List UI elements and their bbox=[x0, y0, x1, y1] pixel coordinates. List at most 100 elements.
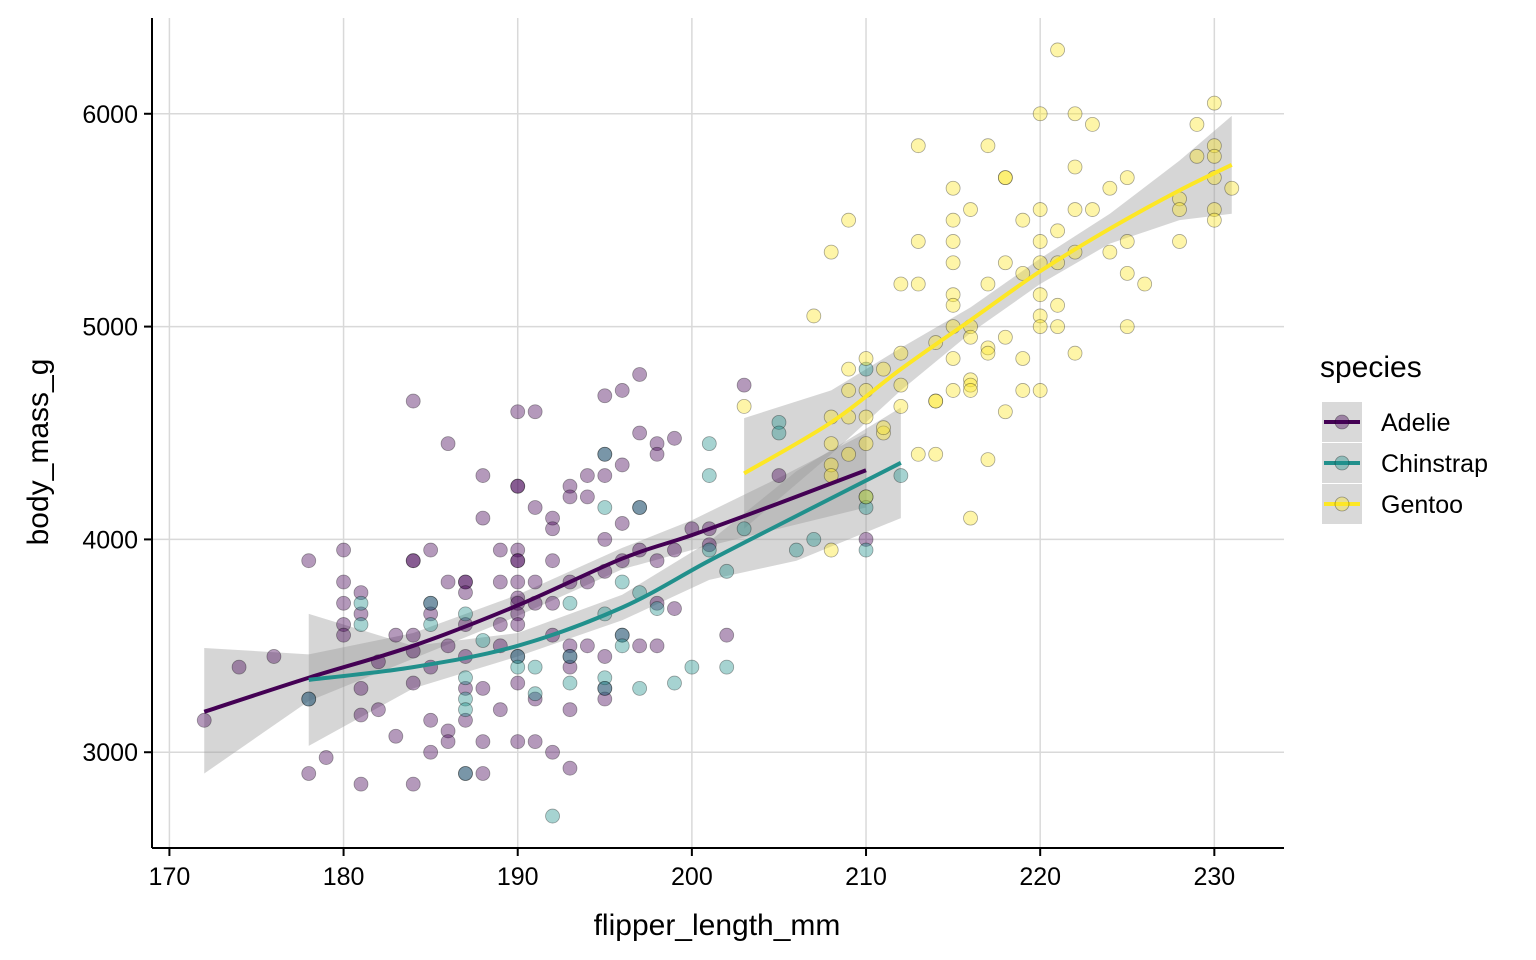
point-gentoo bbox=[928, 446, 944, 462]
point-gentoo bbox=[945, 180, 961, 196]
point-chinstrap bbox=[701, 542, 717, 558]
point-adelie bbox=[527, 734, 543, 749]
point-adelie bbox=[458, 766, 473, 781]
point-gentoo bbox=[841, 212, 857, 228]
point-adelie bbox=[562, 489, 578, 505]
point-adelie bbox=[475, 510, 491, 526]
point-gentoo bbox=[1119, 319, 1135, 334]
point-adelie bbox=[510, 553, 526, 569]
point-adelie bbox=[632, 367, 648, 382]
point-gentoo bbox=[893, 345, 909, 361]
point-gentoo bbox=[963, 372, 978, 388]
point-adelie bbox=[301, 553, 317, 569]
point-gentoo bbox=[997, 255, 1013, 271]
point-adelie bbox=[527, 500, 543, 515]
point-chinstrap bbox=[562, 675, 578, 691]
point-gentoo bbox=[980, 340, 996, 356]
point-gentoo bbox=[1015, 265, 1031, 281]
point-adelie bbox=[353, 776, 369, 792]
point-adelie bbox=[492, 702, 508, 718]
point-adelie bbox=[562, 760, 578, 776]
point-adelie bbox=[719, 627, 735, 643]
point-gentoo bbox=[1119, 265, 1135, 281]
point-gentoo bbox=[1085, 202, 1100, 217]
point-adelie bbox=[423, 712, 439, 728]
tick-labels: 170 180 190 200 210 220 230 3000 4000 5000 6000 bbox=[82, 101, 1235, 891]
point-adelie bbox=[614, 516, 630, 531]
x-tick-label: 220 bbox=[1019, 863, 1061, 891]
point-adelie bbox=[405, 553, 421, 569]
legend-items: Adelie Chinstrap Gentoo bbox=[1322, 402, 1488, 524]
point-adelie bbox=[318, 750, 334, 765]
point-adelie bbox=[196, 712, 212, 728]
point-gentoo bbox=[997, 329, 1013, 345]
point-gentoo bbox=[1206, 148, 1222, 164]
point-adelie bbox=[353, 606, 369, 622]
point-adelie bbox=[701, 537, 717, 553]
point-adelie bbox=[440, 723, 456, 739]
point-gentoo bbox=[1067, 159, 1083, 175]
point-gentoo bbox=[980, 138, 996, 154]
point-adelie bbox=[510, 478, 526, 494]
point-adelie bbox=[301, 691, 317, 707]
legend-key-point bbox=[1334, 414, 1350, 430]
point-adelie bbox=[405, 627, 421, 643]
point-adelie bbox=[614, 457, 630, 473]
point-adelie bbox=[458, 712, 473, 728]
point-chinstrap bbox=[597, 500, 613, 515]
point-adelie bbox=[562, 478, 578, 494]
point-gentoo bbox=[876, 420, 891, 436]
point-gentoo bbox=[1206, 202, 1222, 217]
point-chinstrap bbox=[458, 691, 473, 707]
point-gentoo bbox=[1189, 148, 1205, 164]
point-adelie bbox=[649, 595, 665, 611]
point-chinstrap bbox=[353, 595, 369, 611]
point-gentoo bbox=[1172, 202, 1187, 217]
point-adelie bbox=[597, 532, 613, 547]
point-adelie bbox=[527, 574, 543, 590]
point-gentoo bbox=[1032, 234, 1048, 249]
point-gentoo bbox=[1050, 42, 1065, 58]
point-adelie bbox=[597, 649, 613, 664]
point-chinstrap bbox=[858, 542, 874, 558]
legend-key-chinstrap bbox=[1322, 443, 1362, 483]
point-gentoo bbox=[823, 244, 839, 260]
legend-key-point bbox=[1334, 455, 1350, 471]
point-gentoo bbox=[1015, 351, 1031, 366]
smooth-line-gentoo bbox=[743, 163, 1233, 476]
point-gentoo bbox=[1102, 244, 1118, 260]
point-adelie bbox=[579, 468, 595, 483]
point-adelie bbox=[475, 468, 491, 483]
point-chinstrap bbox=[667, 675, 682, 691]
point-adelie bbox=[736, 377, 752, 393]
point-gentoo bbox=[1032, 202, 1048, 217]
point-gentoo bbox=[1015, 212, 1031, 228]
point-adelie bbox=[458, 680, 473, 696]
point-gentoo bbox=[1119, 234, 1135, 249]
point-adelie bbox=[510, 542, 526, 558]
point-adelie bbox=[440, 436, 456, 452]
y-tick-label: 6000 bbox=[82, 101, 138, 129]
point-gentoo bbox=[997, 170, 1013, 186]
point-gentoo bbox=[1067, 345, 1083, 361]
point-adelie bbox=[492, 617, 508, 632]
point-chinstrap bbox=[806, 532, 822, 547]
point-gentoo bbox=[858, 489, 874, 505]
point-gentoo bbox=[1050, 223, 1065, 239]
point-adelie bbox=[475, 766, 491, 781]
x-tick-label: 210 bbox=[845, 863, 887, 891]
point-gentoo bbox=[910, 234, 926, 249]
point-gentoo bbox=[980, 345, 996, 361]
point-adelie bbox=[405, 393, 421, 409]
point-chinstrap bbox=[684, 659, 700, 675]
point-gentoo bbox=[1206, 95, 1222, 111]
x-axis-title: flipper_length_mm bbox=[594, 909, 841, 942]
point-gentoo bbox=[928, 393, 944, 409]
point-chinstrap bbox=[632, 680, 648, 696]
point-gentoo bbox=[841, 446, 857, 462]
point-chinstrap bbox=[597, 446, 613, 462]
point-chinstrap bbox=[510, 659, 526, 675]
point-chinstrap bbox=[771, 414, 787, 430]
point-adelie bbox=[510, 649, 526, 664]
point-chinstrap bbox=[527, 686, 543, 702]
